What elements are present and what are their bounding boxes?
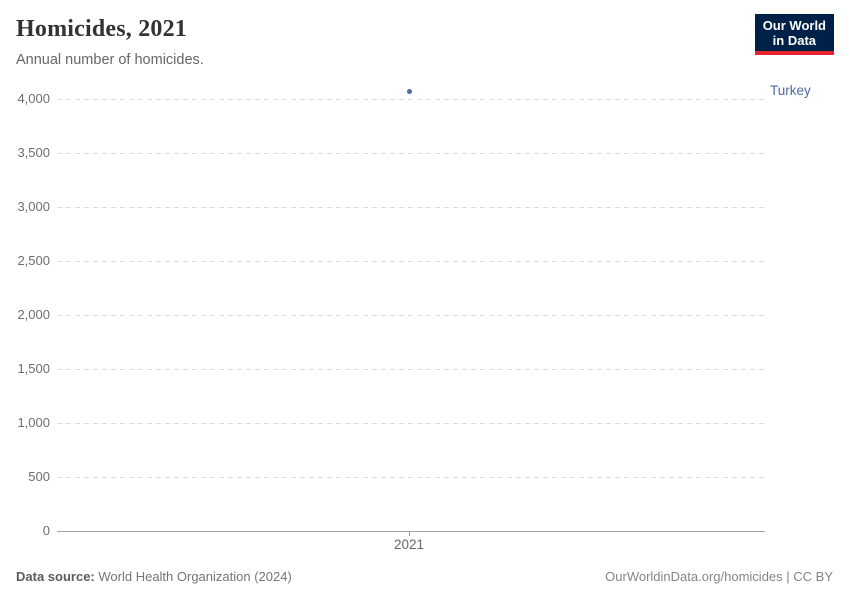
y-gridline: [57, 423, 764, 424]
y-axis-tick-label: 1,500: [17, 361, 50, 376]
y-axis-tick-label: 500: [28, 469, 50, 484]
data-source-label: Data source:: [16, 569, 95, 584]
x-axis-line: [57, 531, 765, 532]
y-gridline: [57, 369, 764, 370]
y-axis-tick-label: 3,500: [17, 145, 50, 160]
y-axis-tick-label: 2,000: [17, 307, 50, 322]
data-point-turkey[interactable]: [406, 88, 412, 94]
y-axis-tick-label: 3,000: [17, 199, 50, 214]
y-gridline: [57, 99, 764, 100]
license-link[interactable]: OurWorldinData.org/homicides | CC BY: [605, 569, 833, 584]
y-gridline: [57, 207, 764, 208]
y-axis-tick-label: 2,500: [17, 253, 50, 268]
owid-logo-line2: in Data: [772, 33, 817, 48]
y-gridline: [57, 315, 764, 316]
data-source-text: World Health Organization (2024): [98, 569, 292, 584]
owid-logo[interactable]: Our World in Data: [754, 14, 834, 55]
y-axis-tick-label: 1,000: [17, 415, 50, 430]
y-gridline: [57, 477, 764, 478]
y-gridline: [57, 261, 764, 262]
y-axis-tick-label: 4,000: [17, 91, 50, 106]
page-title: Homicides, 2021: [16, 16, 187, 42]
y-gridline: [57, 153, 764, 154]
entity-label-turkey[interactable]: Turkey: [770, 83, 811, 99]
data-source-note: Data source: World Health Organization (…: [16, 569, 292, 584]
owid-logo-line1: Our World: [762, 18, 826, 33]
y-axis-tick-label: 0: [42, 523, 50, 538]
x-axis-tick: [409, 531, 410, 536]
x-axis-tick-label: 2021: [393, 537, 425, 552]
chart-subtitle: Annual number of homicides.: [16, 52, 204, 68]
